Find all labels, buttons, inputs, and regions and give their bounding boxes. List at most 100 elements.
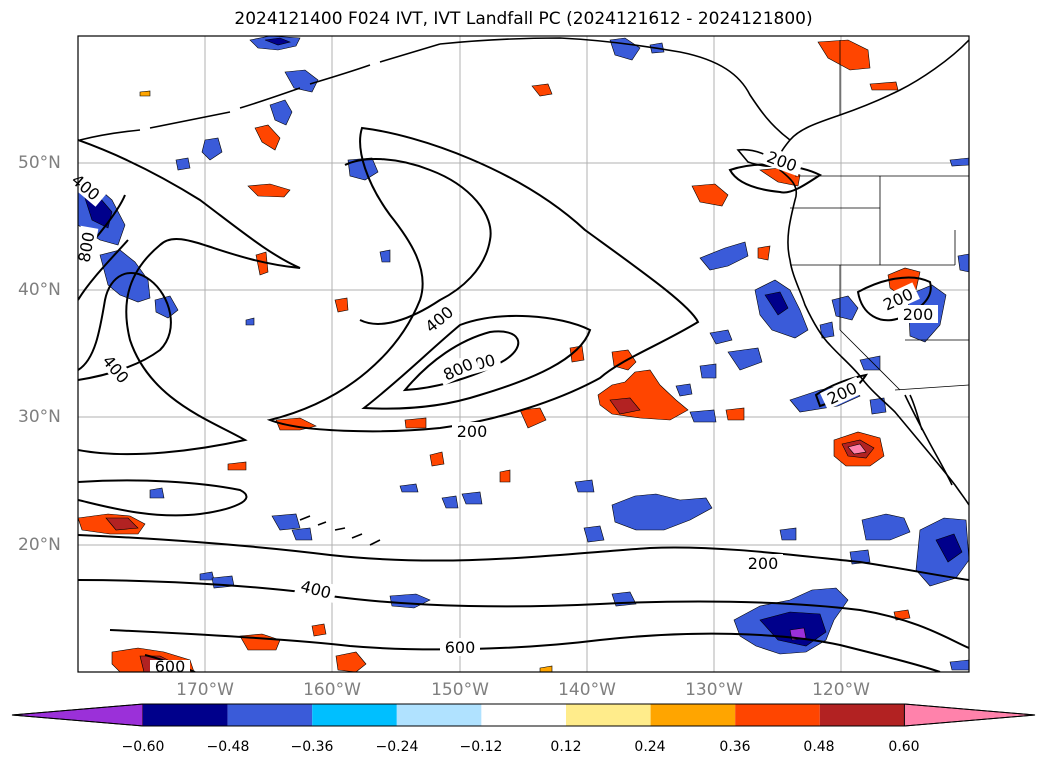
pc-patch <box>691 183 729 207</box>
colorbar-tick: 0.48 <box>803 739 835 755</box>
lon-label: 150°W <box>431 680 489 700</box>
colorbar-tick: −0.36 <box>290 739 334 755</box>
colorbar-tick: −0.12 <box>459 739 503 755</box>
lat-label: 20°N <box>18 535 61 555</box>
pc-patch <box>859 355 881 371</box>
contour-label: 600 <box>155 657 186 676</box>
hawaii-islands <box>299 515 381 546</box>
pc-patch <box>869 81 899 91</box>
north-america-coast <box>777 39 969 506</box>
pc-patch <box>227 461 247 471</box>
pc-patch <box>709 329 733 345</box>
lon-label: 130°W <box>685 680 743 700</box>
lon-label: 120°W <box>812 680 870 700</box>
contour-label: 200 <box>748 554 779 573</box>
pc-patch <box>539 665 553 672</box>
colorbar-tick: −0.24 <box>375 739 419 755</box>
pc-patch <box>531 83 553 97</box>
pc-patch <box>847 443 867 455</box>
lat-label: 50°N <box>18 153 61 173</box>
colorbar-tick: −0.48 <box>206 739 250 755</box>
ivt-landfall-pc-shading <box>78 36 969 672</box>
pc-patch <box>99 249 151 303</box>
pc-patch <box>949 659 969 671</box>
pc-patch <box>399 483 419 493</box>
pc-patch <box>154 295 179 319</box>
pc-patch <box>404 417 427 429</box>
colorbar-tick: 0.36 <box>719 739 751 755</box>
ivt-contour <box>78 139 301 456</box>
pc-patch <box>757 245 771 261</box>
colorbar-segment <box>819 704 905 726</box>
pc-patch <box>817 39 871 71</box>
baja-california <box>904 394 953 486</box>
colorbar-segment <box>650 704 736 726</box>
pc-patch <box>429 451 445 467</box>
pc-patch <box>727 347 763 371</box>
pc-patch <box>284 69 319 93</box>
pc-patch <box>255 251 269 276</box>
pc-patch <box>597 369 689 421</box>
ivt-contour <box>78 479 248 517</box>
pc-patch <box>689 409 717 423</box>
colorbar-segment <box>566 704 651 726</box>
pc-patch <box>175 157 191 171</box>
pc-patch <box>583 525 605 543</box>
colorbar-tick: −0.60 <box>121 739 165 755</box>
pc-patch <box>311 623 327 637</box>
lon-label: 160°W <box>303 680 361 700</box>
ivt-contour <box>78 579 969 649</box>
pc-patch <box>291 527 313 541</box>
coastlines <box>79 37 969 546</box>
pc-patch <box>609 37 641 61</box>
borders <box>790 40 969 391</box>
colorbar-extend-min <box>11 703 144 727</box>
pc-patch <box>379 249 391 263</box>
pc-patch <box>269 99 293 126</box>
colorbar-segment <box>312 704 397 726</box>
colorbar-tick: 0.24 <box>634 739 666 755</box>
pc-patch <box>935 533 963 563</box>
pc-patch <box>831 295 859 321</box>
pc-patch <box>869 397 887 415</box>
pc-patch <box>149 487 165 499</box>
lat-label: 40°N <box>18 280 61 300</box>
pc-patch <box>957 253 969 273</box>
pc-patch <box>569 345 585 363</box>
colorbar-segment <box>735 704 820 726</box>
lon-label: 140°W <box>558 680 616 700</box>
pc-patch <box>519 407 547 429</box>
pc-patch <box>699 363 717 379</box>
lon-label: 170°W <box>176 680 234 700</box>
ivt-contour <box>856 276 932 322</box>
colorbar-tick: 0.12 <box>550 739 582 755</box>
pc-patch <box>201 137 223 161</box>
pc-patch <box>441 495 459 509</box>
lat-label: 30°N <box>18 407 61 427</box>
pc-patch <box>247 183 291 198</box>
pc-patch <box>271 513 301 531</box>
colorbar-segment <box>143 704 228 726</box>
contour-label: 200 <box>903 305 934 324</box>
ivt-contour <box>361 314 592 410</box>
pc-patch <box>389 593 431 609</box>
state-border <box>790 176 969 391</box>
map-title: 2024121400 F024 IVT, IVT Landfall PC (20… <box>234 9 813 29</box>
ivt-contour <box>78 271 172 381</box>
colorbar-outline <box>11 703 1036 727</box>
pc-patch <box>254 124 281 151</box>
pc-patch <box>611 493 713 531</box>
pc-patch <box>779 527 797 541</box>
pc-patch <box>499 469 511 483</box>
pc-patch <box>574 479 595 493</box>
colorbar-segment <box>227 704 313 726</box>
pc-patch <box>245 317 255 326</box>
aleutian-islands <box>79 43 441 141</box>
alaska-coast <box>439 37 791 141</box>
colorbar-segment <box>481 704 566 726</box>
pc-patch <box>609 397 641 415</box>
pc-patch <box>675 383 693 397</box>
ivt-contour <box>402 330 520 392</box>
pc-patch <box>759 611 827 647</box>
